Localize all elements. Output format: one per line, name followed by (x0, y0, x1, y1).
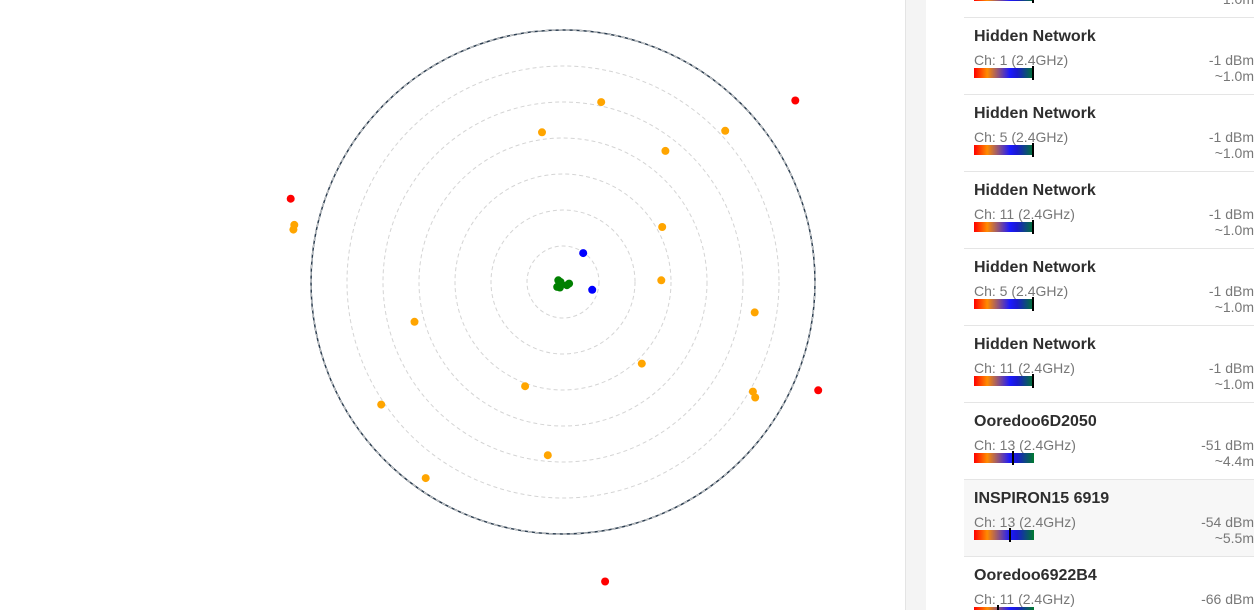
radar-ring (526, 245, 600, 319)
network-ssid: Hidden Network (974, 336, 1096, 353)
radar-device-dot[interactable] (721, 126, 730, 135)
signal-strength-marker (1032, 220, 1035, 234)
signal-strength-marker (1032, 374, 1035, 388)
network-list-item[interactable]: INSPIRON15 6919 Ch: 13 (2.4GHz) -54 dBm ~5.… (964, 480, 1254, 557)
radar-device-dot[interactable] (657, 276, 666, 285)
network-ssid: Hidden Network (974, 105, 1096, 122)
radar-device-dot[interactable] (637, 359, 646, 368)
network-channel: Ch: 11 (2.4GHz) (974, 591, 1075, 607)
signal-strength-bar (974, 451, 1034, 465)
network-channel: Ch: 11 (2.4GHz) (974, 206, 1075, 222)
radar-device-dot[interactable] (814, 386, 823, 395)
radar-device-dot[interactable] (751, 393, 760, 402)
signal-strength-marker (1032, 297, 1035, 311)
panel-divider (905, 0, 906, 610)
network-distance: ~1.0m (1214, 145, 1254, 161)
signal-strength-bar (974, 374, 1035, 388)
signal-strength-marker (997, 605, 999, 610)
radar-ring (310, 29, 816, 535)
signal-strength-bar (974, 66, 1035, 80)
radar-device-dot[interactable] (661, 146, 670, 155)
network-list-item[interactable]: ~1.0m (964, 0, 1254, 18)
list-scroll-gutter[interactable] (906, 0, 927, 610)
network-list-item[interactable]: Ooredoo6D2050 Ch: 13 (2.4GHz) -51 dBm ~4.4m (964, 403, 1254, 480)
radar-device-dot[interactable] (410, 317, 419, 326)
radar-panel (286, 29, 823, 586)
network-distance: ~4.4m (1214, 453, 1254, 469)
network-distance: ~1.0m (1214, 376, 1254, 392)
signal-strength-marker (1012, 451, 1014, 465)
radar-ring (454, 173, 672, 391)
radar-ring (418, 137, 708, 427)
radar-device-dot[interactable] (377, 400, 386, 409)
network-distance: ~1.0m (1214, 299, 1254, 315)
network-distance: ~1.0m (1215, 0, 1254, 7)
radar-ring (346, 65, 780, 499)
radar-device-dot[interactable] (565, 279, 574, 288)
signal-strength-bar (974, 143, 1035, 157)
network-ssid: INSPIRON15 6919 (974, 490, 1110, 507)
radar-device-dot[interactable] (588, 285, 597, 294)
network-rssi: -1 dBm (1208, 360, 1254, 376)
network-ssid: Hidden Network (974, 28, 1096, 45)
signal-strength-bar (974, 528, 1034, 542)
radar-device-dot[interactable] (579, 249, 588, 258)
signal-strength-marker (1032, 0, 1035, 3)
network-ssid: Ooredoo6D2050 (974, 413, 1097, 430)
network-rssi: -1 dBm (1208, 206, 1254, 222)
network-channel: Ch: 1 (2.4GHz) (974, 52, 1069, 68)
network-rssi: -54 dBm (1201, 514, 1254, 530)
network-distance: ~1.0m (1214, 68, 1254, 84)
radar-ring (382, 101, 744, 463)
signal-strength-bar (974, 0, 1035, 3)
network-ssid: Ooredoo6922B4 (974, 567, 1097, 584)
network-rssi: -1 dBm (1208, 283, 1254, 299)
network-rssi: -66 dBm (1201, 591, 1254, 607)
network-list-item[interactable]: Hidden Network Ch: 11 (2.4GHz) -1 dBm ~1.0m (964, 172, 1254, 249)
network-rssi: -1 dBm (1208, 129, 1254, 145)
signal-strength-bar (974, 297, 1035, 311)
network-distance: ~5.5m (1214, 530, 1254, 546)
network-list-item[interactable]: Hidden Network Ch: 1 (2.4GHz) -1 dBm ~1.0m (964, 18, 1254, 95)
network-list-item[interactable]: Hidden Network Ch: 5 (2.4GHz) -1 dBm ~1.0m (964, 95, 1254, 172)
signal-strength-bar (974, 605, 1034, 610)
radar-device-dot[interactable] (555, 283, 564, 292)
radar-device-dot[interactable] (521, 382, 530, 391)
signal-strength-marker (1032, 66, 1035, 80)
radar-device-dot[interactable] (750, 308, 759, 317)
radar-device-dot[interactable] (538, 128, 546, 137)
network-ssid: Hidden Network (974, 182, 1096, 199)
signal-strength-marker (1032, 143, 1035, 157)
radar-device-dot[interactable] (554, 276, 563, 285)
network-list-item[interactable]: Ooredoo6922B4 Ch: 11 (2.4GHz) -66 dBm (964, 557, 1254, 610)
radar-device-dot[interactable] (601, 577, 610, 586)
radar-chart (286, 29, 823, 586)
network-ssid: Hidden Network (974, 259, 1096, 276)
radar-ring (490, 209, 636, 355)
radar-device-dot[interactable] (791, 96, 800, 105)
radar-device-dot[interactable] (421, 474, 430, 483)
network-channel: Ch: 13 (2.4GHz) (974, 514, 1076, 530)
network-rssi: -51 dBm (1201, 437, 1254, 453)
signal-strength-marker (1009, 528, 1011, 542)
radar-device-dot[interactable] (543, 451, 552, 460)
network-distance: ~1.0m (1214, 222, 1254, 238)
signal-strength-bar (974, 220, 1035, 234)
network-channel: Ch: 11 (2.4GHz) (974, 360, 1075, 376)
network-list-item[interactable]: Hidden Network Ch: 5 (2.4GHz) -1 dBm ~1.0m (964, 249, 1254, 326)
radar-device-dot[interactable] (286, 194, 295, 203)
network-rssi: -1 dBm (1208, 52, 1254, 68)
network-channel: Ch: 5 (2.4GHz) (974, 129, 1069, 145)
radar-device-dot[interactable] (658, 223, 667, 231)
radar-device-dot[interactable] (290, 220, 299, 229)
radar-device-dot[interactable] (597, 98, 606, 107)
network-list-item[interactable]: Hidden Network Ch: 11 (2.4GHz) -1 dBm ~1.0m (964, 326, 1254, 403)
network-channel: Ch: 13 (2.4GHz) (974, 437, 1076, 453)
network-channel: Ch: 5 (2.4GHz) (974, 283, 1069, 299)
